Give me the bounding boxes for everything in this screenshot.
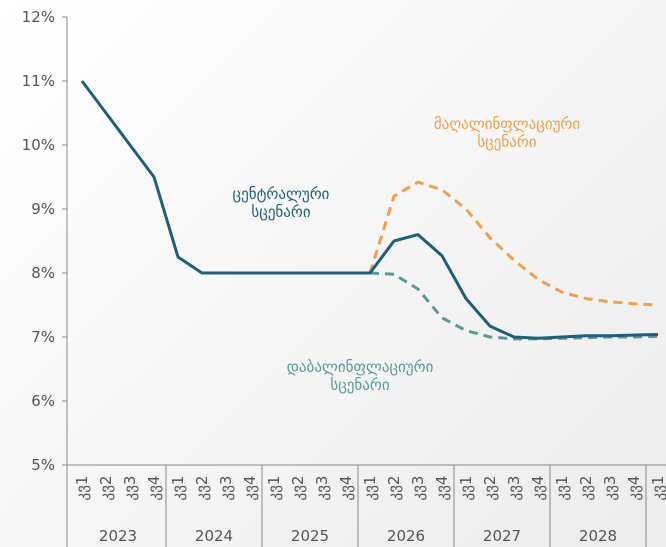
year-label: 2024: [195, 527, 233, 545]
x-tick-label: კვ2: [97, 476, 115, 501]
series-line: [80, 80, 659, 340]
x-tick-label: კვ4: [145, 476, 163, 501]
year-label: 2023: [99, 527, 137, 545]
y-tick-label: 11%: [22, 72, 55, 90]
x-tick-label: კვ2: [193, 476, 211, 501]
x-tick-label: კვ1: [169, 476, 187, 501]
x-tick-label: კვ3: [313, 476, 331, 501]
y-tick-label: 10%: [22, 136, 55, 154]
y-tick-label: 7%: [31, 328, 55, 346]
x-tick-label: კვ3: [601, 476, 619, 501]
x-tick-label: კვ4: [433, 476, 451, 501]
year-label: 2025: [291, 527, 329, 545]
year-label: 2027: [483, 527, 521, 545]
year-label: 2028: [579, 527, 617, 545]
y-tick-label: 12%: [22, 8, 55, 26]
y-tick-label: 9%: [31, 200, 55, 218]
x-tick-label: კვ3: [217, 476, 235, 501]
x-tick-label: კვ1: [73, 476, 91, 501]
x-tick-label: კვ1: [265, 476, 283, 501]
x-tick-label: კვ2: [385, 476, 403, 501]
x-tick-label: კვ3: [505, 476, 523, 501]
y-tick-label: 8%: [31, 264, 55, 282]
annotation: მაღალინფლაციური სცენარი: [433, 115, 581, 151]
y-tick-label: 5%: [31, 456, 55, 474]
x-tick-label: კვ2: [481, 476, 499, 501]
x-tick-label: კვ1: [457, 476, 475, 501]
x-tick-label: კვ4: [625, 476, 643, 501]
x-tick-label: კვ4: [529, 476, 547, 501]
annotation: ცენტრალური სცენარი: [232, 185, 330, 221]
x-tick-label: კვ1: [553, 476, 571, 501]
x-tick-label: კვ2: [577, 476, 595, 501]
year-label: 2026: [387, 527, 425, 545]
x-tick-label: კვ3: [121, 476, 139, 501]
x-tick-label: კვ3: [409, 476, 427, 501]
x-tick-label: კვ2: [289, 476, 307, 501]
x-tick-label: კვ1: [649, 476, 666, 501]
x-tick-label: კვ4: [241, 476, 259, 501]
series-line: [369, 271, 659, 341]
y-tick-label: 6%: [31, 392, 55, 410]
annotation: დაბალინფლაციური სცენარი: [286, 358, 434, 394]
series-line: [368, 180, 659, 307]
x-tick-label: კვ4: [337, 476, 355, 501]
x-tick-label: კვ1: [361, 476, 379, 501]
